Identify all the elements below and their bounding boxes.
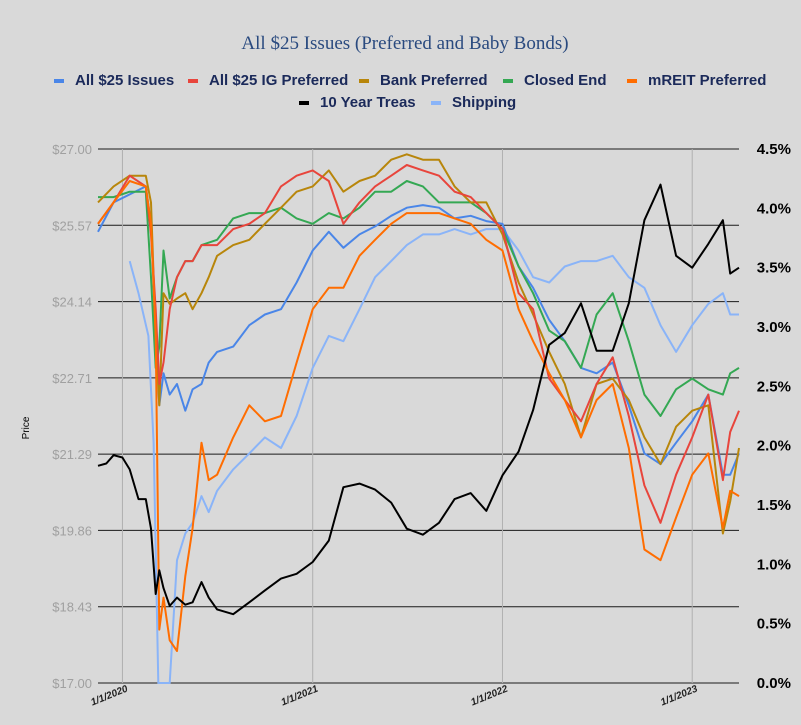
y-tick-left-1: $18.43: [52, 600, 92, 615]
y-tick-right-8: 4.0%: [757, 200, 791, 217]
y-tick-left-7: $27.00: [52, 142, 92, 157]
chart-title: All $25 Issues (Preferred and Baby Bonds…: [241, 33, 568, 54]
gridlines: [98, 148, 739, 684]
y-tick-left-6: $25.57: [52, 218, 92, 233]
legend: All $25 Issues All $25 IG Preferred Bank P…: [54, 72, 766, 111]
legend-swatch-closed-end: [503, 79, 513, 83]
legend-label-mreit-preferred: mREIT Preferred: [648, 72, 766, 89]
y-tick-left-3: $21.29: [52, 447, 92, 462]
y-tick-left-2: $19.86: [52, 523, 92, 538]
legend-swatch-shipping: [431, 101, 441, 105]
y-tick-right-1: 0.5%: [757, 616, 791, 633]
series-lines: [97, 153, 740, 684]
y-tick-right-9: 4.5%: [757, 141, 791, 158]
legend-swatch-all-25-ig-preferred: [188, 79, 198, 83]
y-tick-right-2: 1.0%: [757, 556, 791, 573]
y-tick-right-3: 1.5%: [757, 497, 791, 514]
legend-label-10-year-treas: 10 Year Treas: [320, 94, 416, 111]
legend-label-bank-preferred: Bank Preferred: [380, 72, 488, 89]
legend-label-shipping: Shipping: [452, 94, 516, 111]
series-line-mreit-preferred: [97, 180, 740, 652]
legend-label-all-25-issues: All $25 Issues: [75, 72, 174, 89]
legend-swatch-10-year-treas: [299, 101, 309, 105]
series-line-closed-end: [98, 180, 740, 417]
y-axis-right: 0.0% 0.5% 1.0% 1.5% 2.0% 2.5% 3.0% 3.5% 4.0% 4.5%: [757, 141, 791, 692]
y-tick-left-4: $22.71: [52, 371, 92, 386]
y-tick-left-5: $24.14: [52, 295, 92, 310]
legend-label-all-25-ig-preferred: All $25 IG Preferred: [209, 72, 348, 89]
y-axis-label: Price: [21, 416, 32, 439]
y-axis-left: $17.00 $18.43 $19.86 $21.29 $22.71 $24.14 $25.…: [52, 142, 92, 691]
series-line-bank-preferred: [97, 153, 740, 535]
legend-swatch-all-25-issues: [54, 79, 64, 83]
y-tick-right-7: 3.5%: [757, 260, 791, 277]
y-tick-left-0: $17.00: [52, 676, 92, 691]
series-line-all-25-ig-preferred: [97, 164, 740, 524]
legend-swatch-mreit-preferred: [627, 79, 637, 83]
y-tick-right-6: 3.0%: [757, 319, 791, 336]
legend-swatch-bank-preferred: [359, 79, 369, 83]
y-tick-right-0: 0.0%: [757, 675, 791, 692]
y-tick-right-5: 2.5%: [757, 378, 791, 395]
series-line-all-25-issues: [97, 185, 740, 476]
series-line-10-year-treas: [97, 183, 740, 616]
legend-label-closed-end: Closed End: [524, 72, 607, 89]
x-gridlines: [121, 149, 693, 683]
y-tick-right-4: 2.0%: [757, 438, 791, 455]
